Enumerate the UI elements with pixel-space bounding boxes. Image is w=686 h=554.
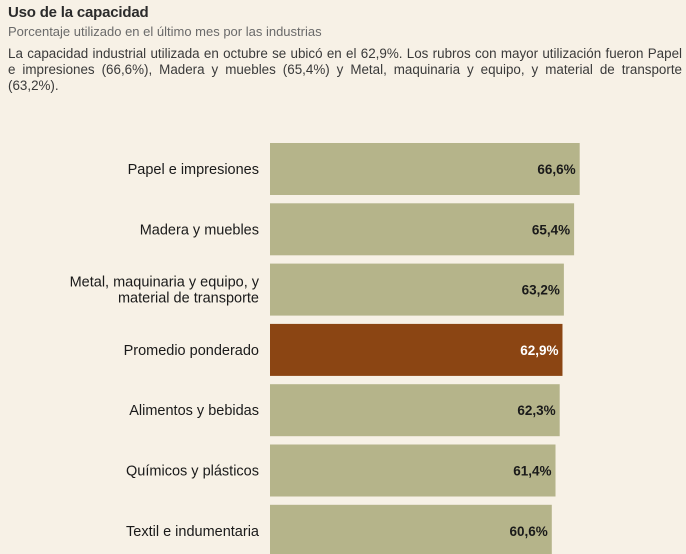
bar-value-label: 62,3% xyxy=(517,403,555,418)
category-label: Papel e impresiones xyxy=(128,162,259,178)
bar xyxy=(270,384,560,437)
chart-title: Uso de la capacidad xyxy=(8,4,149,21)
category-label: Químicos y plásticos xyxy=(126,464,259,480)
bar-value-label: 61,4% xyxy=(513,464,551,479)
category-label: Textil e indumentaria xyxy=(126,524,260,540)
bar xyxy=(270,203,575,256)
chart-description: La capacidad industrial utilizada en oct… xyxy=(8,46,682,93)
category-label-line: Alimentos y bebidas xyxy=(129,403,259,419)
category-label-line: Promedio ponderado xyxy=(124,343,259,359)
bar-highlight xyxy=(270,323,563,376)
category-label-line: Textil e indumentaria xyxy=(126,524,260,540)
chart-header: Uso de la capacidad Porcentaje utilizado… xyxy=(8,3,682,94)
bar-value-label: 63,2% xyxy=(522,283,560,298)
bar-value-label: 60,6% xyxy=(510,524,548,539)
category-label-line: Madera y muebles xyxy=(140,222,259,238)
bar xyxy=(270,444,556,497)
bar-value-label: 66,6% xyxy=(537,162,575,177)
category-label: Alimentos y bebidas xyxy=(129,403,259,419)
category-label: Promedio ponderado xyxy=(124,343,259,359)
bar-value-label: 65,4% xyxy=(532,222,570,237)
bar xyxy=(270,504,552,554)
category-label: Metal, maquinaria y equipo, y material de… xyxy=(70,275,260,307)
bar xyxy=(270,143,580,195)
category-label-line: material de transporte xyxy=(118,291,259,307)
category-label: Madera y muebles xyxy=(140,222,259,238)
bar xyxy=(270,263,564,316)
category-label-line: Papel e impresiones xyxy=(128,162,259,178)
bar-value-label: 62,9% xyxy=(520,343,558,358)
category-label-line: Metal, maquinaria y equipo, y xyxy=(70,275,260,291)
chart-subtitle: Porcentaje utilizado en el último mes po… xyxy=(8,24,322,39)
category-label-line: Químicos y plásticos xyxy=(126,464,259,480)
